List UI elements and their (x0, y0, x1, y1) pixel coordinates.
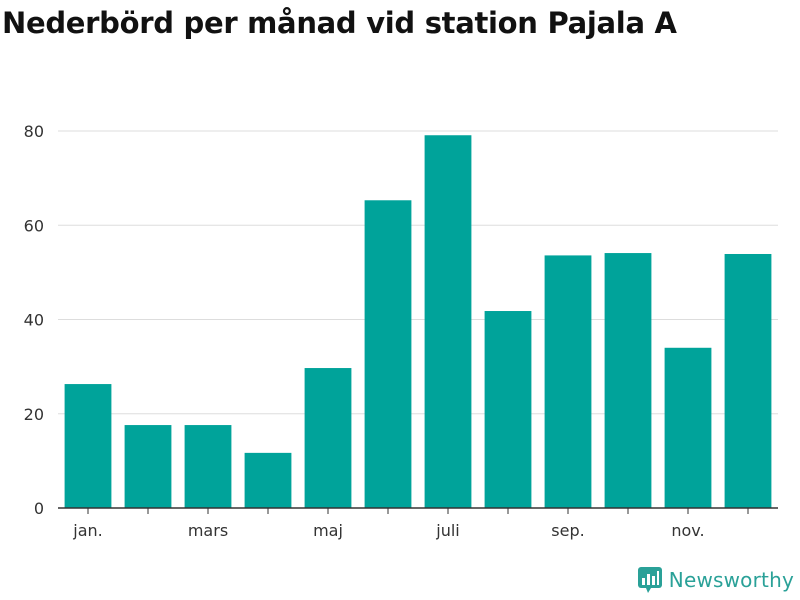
bar-jan (64, 384, 112, 508)
bar-juni (364, 200, 412, 508)
bar-mars (184, 425, 232, 508)
x-tick-label: jan. (72, 521, 102, 540)
x-axis (58, 507, 778, 514)
bar-juli (424, 135, 472, 508)
y-tick-label: 20 (24, 405, 44, 424)
chart-title: Nederbörd per månad vid station Pajala A (2, 6, 677, 40)
bar-feb (124, 425, 172, 508)
x-tick-label: nov. (671, 521, 704, 540)
x-tick-label: sep. (551, 521, 584, 540)
brand: Newsworthy (637, 566, 794, 594)
y-tick-label: 80 (24, 122, 44, 141)
bar-maj (304, 368, 352, 508)
grid-lines (58, 130, 778, 415)
y-tick-label: 40 (24, 311, 44, 330)
brand-name: Newsworthy (668, 568, 794, 592)
bar-okt (604, 253, 652, 508)
bar-nov (664, 347, 712, 508)
y-tick-label: 0 (34, 499, 44, 518)
y-tick-labels: 0 20 40 60 80 (24, 122, 44, 518)
x-tick-label: mars (188, 521, 228, 540)
x-tick-labels: jan. mars maj juli sep. nov. (72, 521, 704, 540)
bar-dec (724, 253, 772, 508)
x-tick-label: juli (435, 521, 459, 540)
y-tick-label: 60 (24, 216, 44, 235)
bars (64, 135, 772, 508)
bar-aug (484, 311, 532, 508)
newsworthy-logo-icon (637, 567, 662, 593)
bar-apr (244, 452, 292, 508)
bar-sep (544, 255, 592, 508)
x-tick-label: maj (313, 521, 343, 540)
